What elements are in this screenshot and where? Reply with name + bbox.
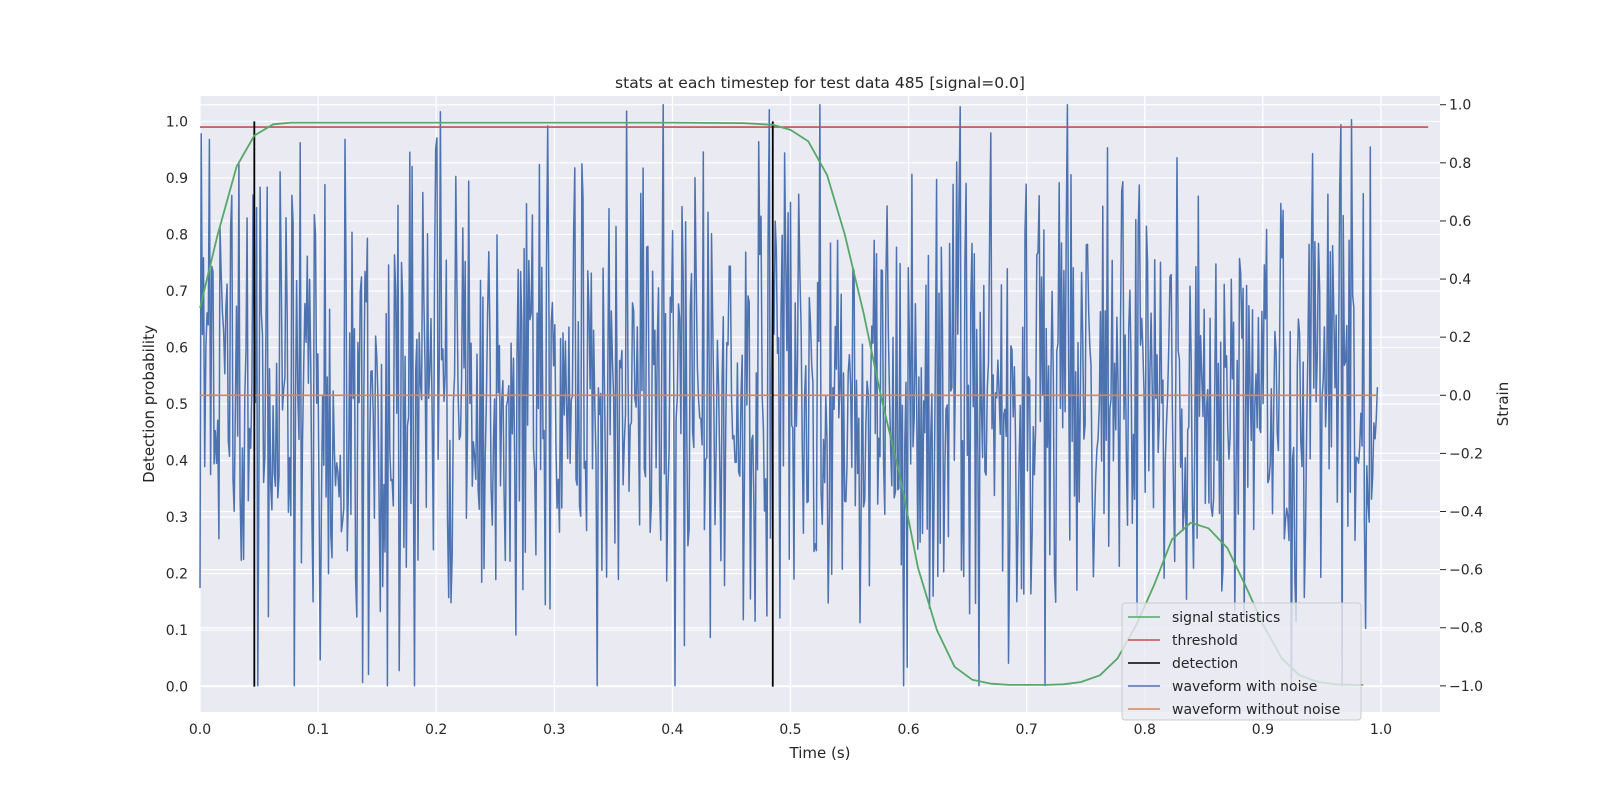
y2-tick-label: −0.6	[1449, 563, 1483, 579]
legend-label-signal-statistics: signal statistics	[1172, 610, 1280, 626]
series-signal-statistics	[199, 121, 1364, 686]
y-tick-label: 1.0	[166, 114, 188, 130]
y-axis-label: Detection probability	[140, 325, 158, 483]
y-tick-label: 0.2	[166, 567, 188, 583]
x-tick-label: 0.2	[425, 722, 447, 738]
chart-title: stats at each timestep for test data 485…	[615, 74, 1025, 92]
y2-tick-label: 0.2	[1449, 330, 1471, 346]
x-tick-label: 0.1	[307, 722, 329, 738]
y2-tick-label: −1.0	[1449, 679, 1483, 695]
y2-tick-label: −0.2	[1449, 446, 1483, 462]
x-tick-label: 0.9	[1252, 722, 1274, 738]
y2-tick-label: −0.8	[1449, 621, 1483, 637]
x-tick-label: 0.8	[1134, 722, 1156, 738]
y2-tick-label: 0.0	[1449, 388, 1471, 404]
y2-tick-label: −0.4	[1449, 505, 1483, 521]
x-tick-label: 0.5	[779, 722, 801, 738]
y-tick-label: 0.4	[166, 454, 188, 470]
y-tick-label: 0.8	[166, 227, 188, 243]
x-tick-label: 0.0	[189, 722, 211, 738]
legend-label-threshold: threshold	[1172, 633, 1238, 649]
x-tick-label: 0.6	[897, 722, 919, 738]
y-tick-label: 0.5	[166, 397, 188, 413]
y2-tick-label: 1.0	[1449, 98, 1471, 114]
y2-axis-label: Strain	[1494, 382, 1512, 426]
legend-label-detection: detection	[1172, 656, 1238, 672]
series-layer	[199, 103, 1429, 687]
y-tick-label: 0.7	[166, 284, 188, 300]
y-tick-label: 0.6	[166, 340, 188, 356]
y2-tick-label: 0.4	[1449, 272, 1471, 288]
y-tick-label: 0.3	[166, 510, 188, 526]
x-axis-label: Time (s)	[789, 744, 851, 762]
series-waveform-with-noise	[199, 103, 1379, 687]
y2-tick-label: 0.6	[1449, 214, 1471, 230]
legend: signal statistics threshold detection wa…	[1121, 602, 1362, 721]
y-tick-label: 0.9	[166, 171, 188, 187]
x-tick-label: 0.3	[543, 722, 565, 738]
y-tick-label: 0.1	[166, 623, 188, 639]
legend-box	[1121, 602, 1362, 721]
x-tick-label: 1.0	[1370, 722, 1392, 738]
ticks: 0.0 0.1 0.2 0.3 0.4 0.5 0.6 0.7 0.8 0.9 1.0 0.0 0.1 0…	[166, 98, 1483, 738]
x-tick-label: 0.7	[1016, 722, 1038, 738]
y-tick-label: 0.0	[166, 680, 188, 696]
legend-label-waveform-without-noise: waveform without noise	[1172, 702, 1340, 718]
legend-label-waveform-with-noise: waveform with noise	[1172, 679, 1317, 695]
x-tick-label: 0.4	[661, 722, 683, 738]
y2-tick-label: 0.8	[1449, 156, 1471, 172]
